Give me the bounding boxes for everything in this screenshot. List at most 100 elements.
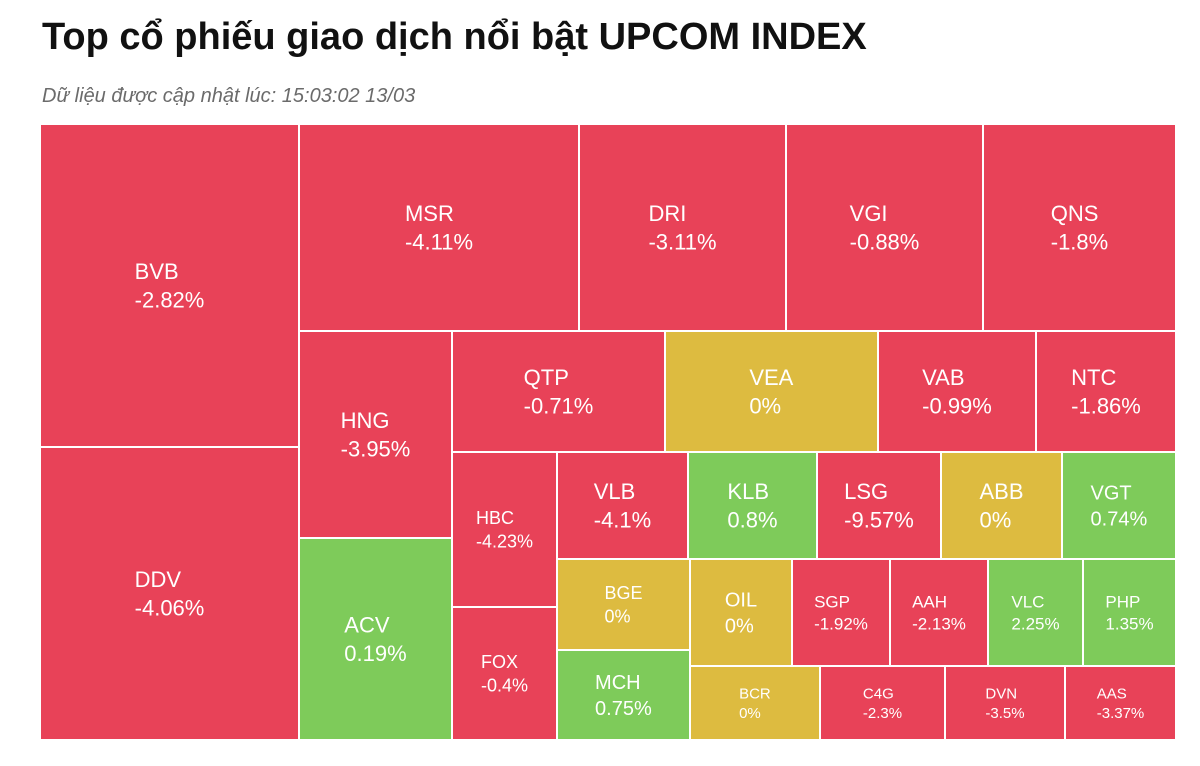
tile-change: -3.11% [648,230,716,255]
tile-rect [940,451,1063,560]
tile-abb[interactable]: ABB 0% [940,451,1063,560]
tile-ticker: VLB [594,479,636,504]
tile-klb[interactable]: KLB 0.8% [687,451,818,560]
tile-change: 0% [604,607,630,627]
tile-oil[interactable]: OIL 0% [689,558,793,667]
tile-vlb[interactable]: VLB -4.1% [556,451,689,560]
tile-ticker: VLC [1011,592,1044,611]
tile-qtp[interactable]: QTP -0.71% [451,330,666,453]
tile-ticker: NTC [1071,365,1116,390]
tile-msr[interactable]: MSR -4.11% [298,123,580,332]
tile-ticker: DDV [135,567,182,592]
tile-change: -0.4% [481,676,528,696]
tile-change: -0.99% [922,394,992,419]
tile-ticker: AAS [1097,686,1127,703]
chart-title: Top cổ phiếu giao dịch nổi bật UPCOM IND… [42,16,867,58]
tile-change: -1.86% [1071,394,1141,419]
tile-change: 0.8% [727,508,777,533]
tile-vgi[interactable]: VGI -0.88% [785,123,984,332]
tile-ticker: BVB [135,259,179,284]
tile-ticker: MSR [405,201,454,226]
tile-change: -4.1% [594,508,651,533]
tile-rect [1035,330,1177,453]
tile-rect [944,665,1066,741]
tile-rect [298,123,580,332]
tile-php[interactable]: PHP 1.35% [1082,558,1177,667]
tile-ticker: QNS [1051,201,1099,226]
tile-change: -1.92% [814,615,868,634]
tile-acv[interactable]: ACV 0.19% [298,537,453,741]
tile-mch[interactable]: MCH 0.75% [556,649,691,741]
tile-ticker: ABB [979,479,1023,504]
tile-rect [982,123,1177,332]
tile-change: 1.35% [1105,615,1153,634]
tile-rect [1082,558,1177,667]
tile-rect [556,451,689,560]
tile-ticker: LSG [844,479,888,504]
tile-rect [819,665,946,741]
tile-change: -0.71% [524,394,594,419]
tile-change: -0.88% [850,230,920,255]
tile-hng[interactable]: HNG -3.95% [298,330,453,539]
tile-ticker: VGI [850,201,888,226]
tile-change: 0% [739,705,761,722]
tile-c4g[interactable]: C4G -2.3% [819,665,946,741]
tile-ticker: OIL [725,590,757,612]
tile-hbc[interactable]: HBC -4.23% [451,451,558,608]
tile-ddv[interactable]: DDV -4.06% [39,446,300,741]
tile-rect [298,330,453,539]
tile-change: 0.75% [595,698,652,720]
tile-change: -2.3% [863,705,902,722]
tile-ticker: C4G [863,686,894,703]
tile-change: 0.19% [344,641,406,666]
tile-ntc[interactable]: NTC -1.86% [1035,330,1177,453]
tile-change: -4.11% [405,230,473,255]
tile-ticker: DVN [985,686,1017,703]
tile-change: -3.5% [985,705,1024,722]
tile-rect [689,665,821,741]
tile-change: -1.8% [1051,230,1108,255]
tile-rect [689,558,793,667]
tile-ticker: KLB [727,479,769,504]
tile-ticker: VGT [1091,483,1132,505]
tile-change: 0% [979,508,1011,533]
tile-change: -2.13% [912,615,966,634]
tile-ticker: MCH [595,672,641,694]
tile-rect [664,330,879,453]
tile-rect [451,451,558,608]
tile-rect [1064,665,1177,741]
tile-ticker: VAB [922,365,964,390]
tile-change: 0.74% [1091,509,1148,531]
tile-bcr[interactable]: BCR 0% [689,665,821,741]
tile-vlc[interactable]: VLC 2.25% [987,558,1084,667]
tile-lsg[interactable]: LSG -9.57% [816,451,942,560]
tile-vab[interactable]: VAB -0.99% [877,330,1037,453]
tile-rect [987,558,1084,667]
tile-vgt[interactable]: VGT 0.74% [1061,451,1177,560]
tile-fox[interactable]: FOX -0.4% [451,606,558,741]
tile-rect [451,606,558,741]
tile-sgp[interactable]: SGP -1.92% [791,558,891,667]
tile-ticker: ACV [344,612,390,637]
tile-change: -9.57% [844,508,914,533]
tile-bvb[interactable]: BVB -2.82% [39,123,300,448]
tile-ticker: DRI [648,201,686,226]
tile-bge[interactable]: BGE 0% [556,558,691,651]
tile-qns[interactable]: QNS -1.8% [982,123,1177,332]
tile-dvn[interactable]: DVN -3.5% [944,665,1066,741]
tile-ticker: BGE [604,583,642,603]
tile-ticker: SGP [814,592,850,611]
tile-change: -4.06% [135,596,205,621]
tile-ticker: HNG [341,408,390,433]
tile-rect [816,451,942,560]
tile-ticker: VEA [749,365,793,390]
tile-aah[interactable]: AAH -2.13% [889,558,989,667]
tile-rect [785,123,984,332]
tile-vea[interactable]: VEA 0% [664,330,879,453]
tile-rect [1061,451,1177,560]
tile-rect [556,558,691,651]
tile-dri[interactable]: DRI -3.11% [578,123,787,332]
tile-aas[interactable]: AAS -3.37% [1064,665,1177,741]
tile-rect [556,649,691,741]
